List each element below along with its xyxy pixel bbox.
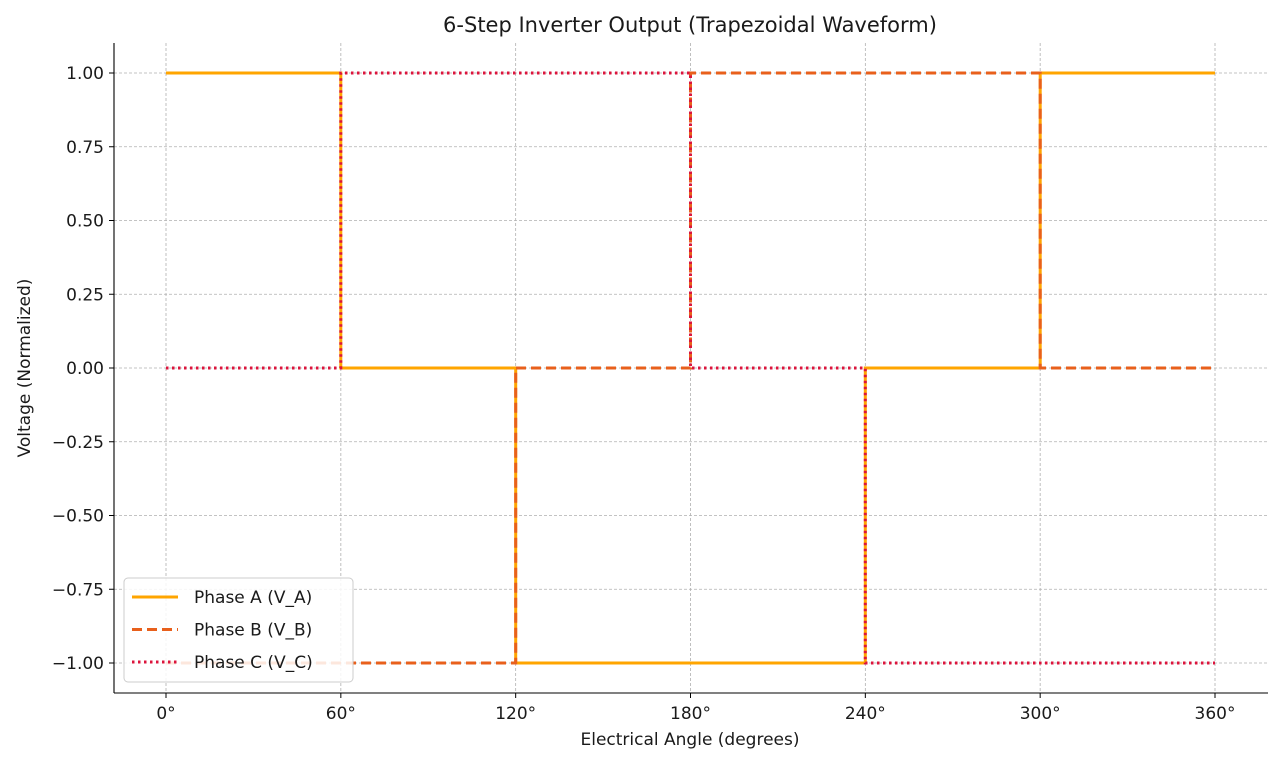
x-tick-label: 300° — [1020, 704, 1061, 724]
y-tick-label: −0.75 — [52, 580, 104, 600]
chart-title: 6-Step Inverter Output (Trapezoidal Wave… — [443, 13, 937, 37]
legend: Phase A (V_A) Phase B (V_B) Phase C (V_C) — [123, 577, 354, 683]
y-tick-label: −0.50 — [52, 507, 104, 527]
legend-label-1: Phase A (V_A) — [194, 588, 312, 608]
x-tick-label: 0° — [156, 704, 175, 724]
y-axis-label: Voltage (Normalized) — [15, 279, 35, 458]
x-tick-label: 120° — [495, 704, 536, 724]
plot-series — [166, 71, 1215, 665]
x-tick-label: 180° — [670, 704, 711, 724]
legend-label-2: Phase B (V_B) — [194, 621, 312, 641]
y-tick-label: 0.50 — [66, 212, 104, 232]
x-tick-label: 240° — [845, 704, 886, 724]
x-axis-label: Electrical Angle (degrees) — [580, 730, 799, 750]
series-line-3 — [166, 71, 1215, 665]
x-tick-label: 60° — [326, 704, 356, 724]
x-tick-label: 360° — [1195, 704, 1236, 724]
y-tick-label: 0.00 — [66, 359, 104, 379]
y-tick-label: 0.75 — [66, 138, 104, 158]
legend-label-3: Phase C (V_C) — [194, 653, 313, 673]
y-tick-label: 1.00 — [66, 64, 104, 84]
tick-marks: 0° 60° 120° 180° 240° 300° 360° 1.00 0.75 0.50 0.2… — [52, 64, 1236, 724]
y-tick-label: −0.25 — [52, 433, 104, 453]
legend-box — [123, 577, 354, 683]
y-tick-label: 0.25 — [66, 285, 104, 305]
y-tick-label: −1.00 — [52, 654, 104, 674]
